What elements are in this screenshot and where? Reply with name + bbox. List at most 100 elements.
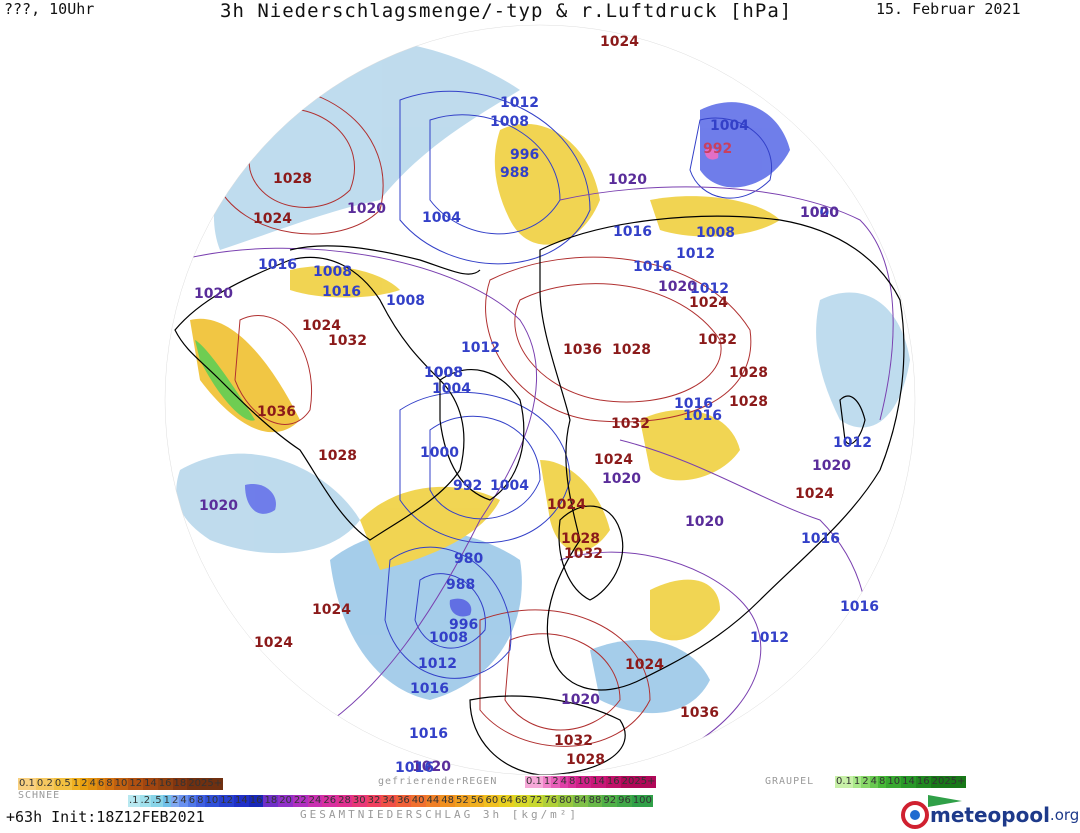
pressure-label: 1012 — [833, 435, 872, 451]
isobar-high — [479, 609, 651, 747]
legend-swatch: 16 — [915, 776, 931, 788]
coastline-greenland — [439, 369, 525, 501]
pressure-label: 1032 — [554, 733, 593, 749]
legend-swatch: 0.1 — [525, 776, 543, 788]
freezing-rain-legend-caption: gefrierenderREGEN — [378, 776, 498, 787]
pressure-label: 1004 — [432, 381, 471, 397]
legend-swatch: 24 — [307, 795, 323, 807]
coastline-alaska — [289, 245, 481, 275]
pressure-label: 1024 — [600, 34, 639, 50]
legend-swatch: 4 — [869, 776, 879, 788]
legend-swatch: 14 — [901, 776, 916, 788]
pressure-label: 1020 — [602, 471, 641, 487]
pressure-label: 1028 — [566, 752, 605, 768]
pressure-label: 1032 — [611, 416, 650, 432]
pressure-label: 1036 — [680, 705, 719, 721]
isobar-high — [514, 283, 722, 403]
coastline-africa — [469, 695, 626, 775]
legend-swatch: 1 — [852, 776, 862, 788]
pressure-label: 1016 — [409, 726, 448, 742]
legend-swatch: 14 — [591, 776, 606, 788]
legend-swatch: 100 — [631, 795, 653, 807]
pressure-label: 1008 — [386, 293, 425, 309]
pressure-label: 1004 — [490, 478, 529, 494]
graupel-legend-caption: GRAUPEL — [765, 776, 815, 787]
legend-swatch: 22 — [292, 795, 308, 807]
meteopool-logo[interactable]: meteopool .org — [900, 800, 1079, 830]
isobar-mid — [559, 551, 762, 741]
pressure-label: 1016 — [840, 599, 879, 615]
legend-swatch: 0.1 — [18, 778, 36, 790]
pressure-label: 1024 — [312, 602, 351, 618]
isobar-high — [504, 633, 621, 731]
legend-swatch: 2025+ — [620, 776, 657, 788]
pressure-label: 1016 — [683, 408, 722, 424]
pressure-label: 1020 — [561, 692, 600, 708]
legend-swatch: 88 — [587, 795, 603, 807]
pressure-label: 1028 — [273, 171, 312, 187]
pressure-label: 1000 — [420, 445, 459, 461]
legend-swatch: 2025+ — [930, 776, 967, 788]
legend-swatch: 20 — [278, 795, 293, 807]
legend-swatch: 2 — [551, 776, 560, 788]
legend-swatch: 68 — [513, 795, 529, 807]
precip-heavy-area — [449, 598, 472, 617]
legend-swatch: 10 — [576, 776, 592, 788]
isobar-mid — [559, 186, 894, 421]
logo-text: meteopool — [930, 803, 1050, 827]
precip-snow-area — [190, 318, 300, 433]
pressure-label: 1024 — [254, 635, 293, 651]
legend-swatch: 30 — [351, 795, 367, 807]
isobar-low — [414, 573, 486, 649]
pressure-label: 1008 — [313, 264, 352, 280]
pressure-label: 992 — [453, 478, 482, 494]
pressure-label: 1016 — [801, 531, 840, 547]
legend-swatch: 28 — [337, 795, 352, 807]
pressure-label: 1020 — [412, 759, 451, 775]
legend-swatch: 32 — [366, 795, 382, 807]
pressure-label: 1028 — [612, 342, 651, 358]
legend-swatch: 1 — [542, 776, 552, 788]
pressure-label: 1012 — [676, 246, 715, 262]
pressure-label: 1028 — [729, 394, 768, 410]
pressure-label: 1024 — [689, 295, 728, 311]
pressure-label: 1012 — [690, 281, 729, 297]
pressure-labels: 1024101210081004992996988102810241020100… — [194, 34, 879, 776]
precipitation-layer — [176, 37, 910, 714]
isobar-mid — [179, 247, 538, 741]
legend-swatch: 10 — [113, 778, 129, 790]
pressure-label: 1016 — [633, 259, 672, 275]
precip-freezing-area — [704, 148, 719, 160]
pressure-label: 1024 — [302, 318, 341, 334]
legend-swatch: 14 — [143, 778, 158, 790]
legend-swatch: .2 — [139, 795, 152, 807]
pressure-label: 1020 — [347, 201, 386, 217]
pressure-label: 1036 — [257, 404, 296, 420]
legend-swatch: 76 — [543, 795, 559, 807]
legend-swatch: 2 — [80, 778, 89, 790]
logo-ext: .org — [1049, 806, 1080, 824]
legend-swatch: 36 — [396, 795, 411, 807]
legend-swatch: 72 — [528, 795, 544, 807]
pressure-label: 1020 — [800, 205, 839, 221]
pressure-label: 1016 — [395, 760, 434, 776]
pressure-label: 1008 — [696, 225, 735, 241]
graupel-legend: 0.1 1 2 4 8 10 14 16 2025+ — [835, 776, 967, 788]
pressure-label: 1020 — [812, 458, 851, 474]
snow-legend-caption: SCHNEE — [18, 790, 61, 801]
pressure-label: 1020 — [199, 498, 238, 514]
legend-arrow-icon — [928, 795, 962, 807]
map-title: 3h Niederschlagsmenge/-typ & r.Luftdruck… — [220, 0, 793, 22]
pressure-label: 1008 — [429, 630, 468, 646]
pressure-label: 992 — [703, 141, 732, 157]
pressure-label: 1024 — [625, 657, 664, 673]
precip-snow-area — [540, 460, 610, 552]
pressure-label: 1008 — [424, 365, 463, 381]
precip-snow-area — [650, 579, 720, 641]
isobar-low — [429, 415, 541, 520]
pressure-label: 1016 — [674, 396, 713, 412]
isobar-low — [384, 546, 512, 679]
run-info: +63h Init:18Z12FEB2021 — [6, 808, 205, 826]
pressure-label: 1016 — [258, 257, 297, 273]
legend-swatch: 48 — [440, 795, 455, 807]
